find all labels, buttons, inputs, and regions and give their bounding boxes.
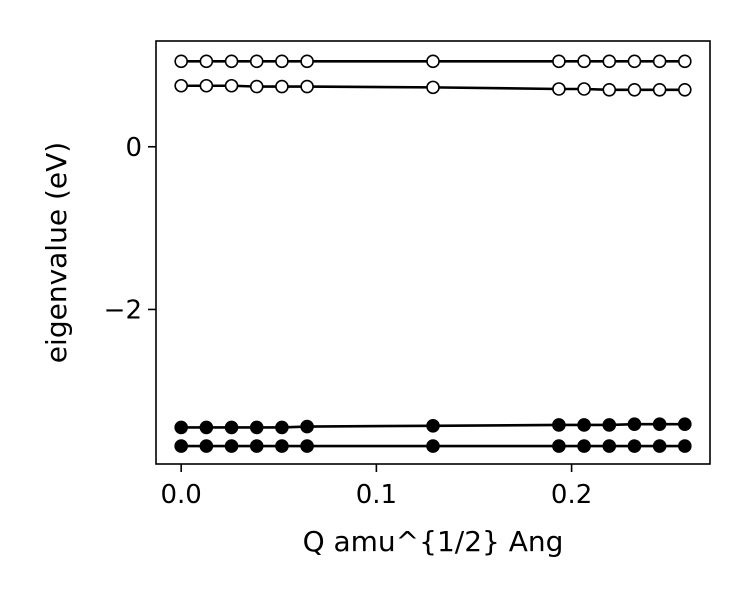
data-point [224,54,239,69]
data-point [249,79,264,94]
data-point [678,83,692,97]
data-point [678,439,692,453]
data-point [199,420,214,435]
data-point [602,83,617,97]
series-3 [174,417,692,435]
data-point [552,82,566,96]
data-point [300,439,314,453]
data-point [199,54,214,69]
data-point [552,418,566,432]
data-point [426,54,440,69]
data-point [602,418,617,432]
data-point [249,420,264,435]
data-point [224,78,239,93]
data-point [577,439,591,453]
data-point [678,54,692,69]
series-4 [174,439,692,453]
data-point [275,54,289,69]
y-tick-label: 0 [125,133,142,163]
data-point [652,439,667,453]
data-point [300,79,314,94]
data-point [275,420,289,435]
data-point [174,439,188,453]
data-point [652,83,667,97]
y-axis-ticks: 0 −2 [104,133,156,325]
data-point [552,54,566,69]
x-tick-label: 0.0 [161,480,202,510]
data-point [577,418,591,432]
data-point [627,439,642,453]
data-point [627,83,642,97]
data-point [174,78,188,93]
data-point [300,54,314,69]
data-point [426,418,440,433]
data-point [552,439,566,453]
data-point [678,417,692,431]
plot-area [174,54,692,453]
data-point [224,439,239,453]
series-1 [174,54,692,69]
x-axis-label: Q amu^{1/2} Ang [303,525,564,558]
data-point [426,80,440,95]
data-point [627,54,642,69]
data-point [275,79,289,94]
data-point [249,54,264,69]
data-point [199,439,214,453]
data-point [199,78,214,93]
data-point [275,439,289,453]
data-point [652,417,667,431]
data-point [174,420,188,435]
y-axis-label: eigenvalue (eV) [40,142,73,363]
data-point [249,439,264,453]
x-tick-label: 0.2 [551,480,592,510]
x-tick-label: 0.1 [356,480,397,510]
data-point [577,82,591,96]
data-point [577,54,591,69]
data-point [426,439,440,453]
data-point [652,54,667,69]
data-point [627,417,642,431]
data-point [300,419,314,434]
y-tick-label: −2 [104,295,142,325]
data-point [224,420,239,435]
data-point [602,439,617,453]
data-point [174,54,188,69]
data-point [602,54,617,69]
x-axis-ticks: 0.0 0.1 0.2 [161,464,592,510]
series-2 [174,78,692,97]
axes-frame [155,40,711,465]
